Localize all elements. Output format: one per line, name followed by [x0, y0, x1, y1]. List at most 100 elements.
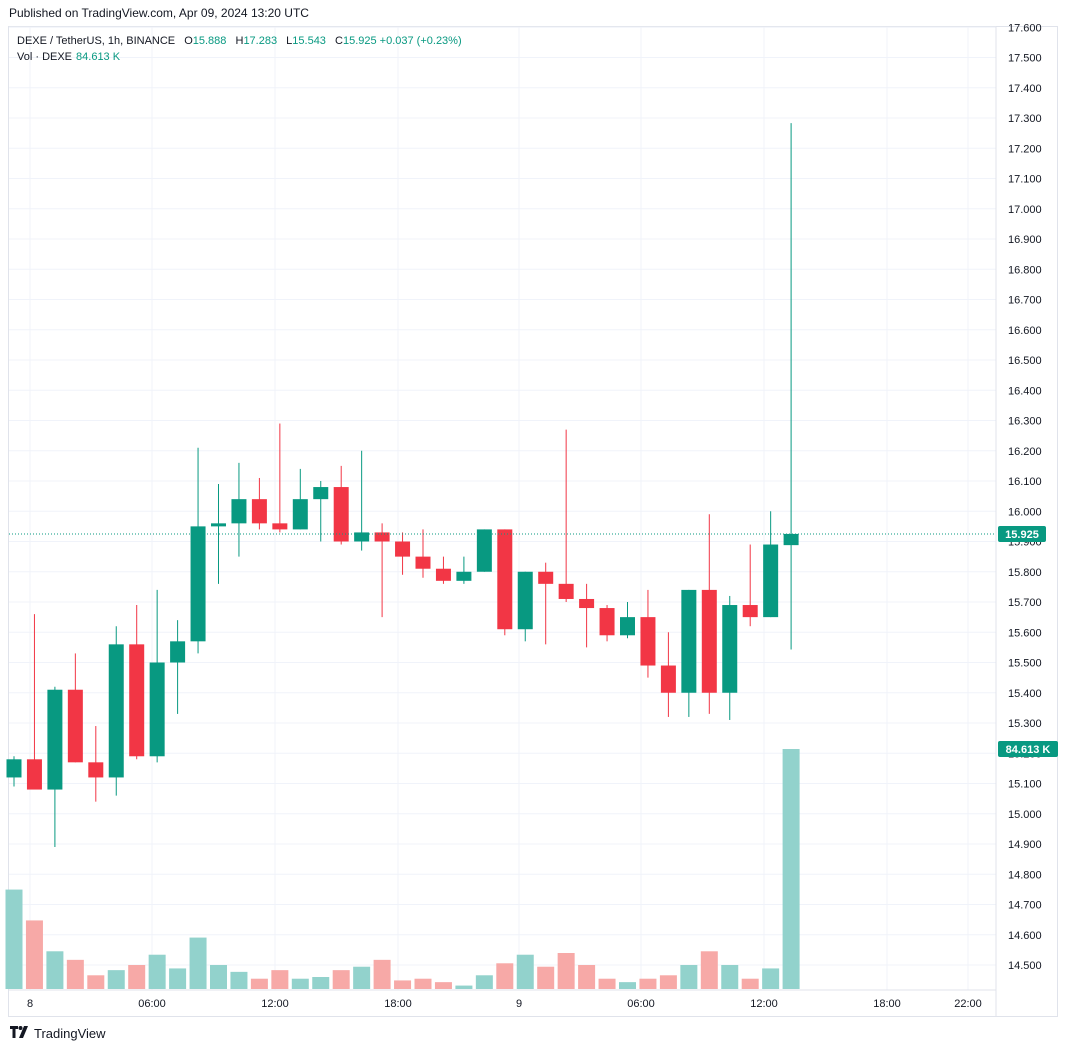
volume-bar — [496, 963, 514, 989]
candle-body — [476, 529, 492, 572]
published-banner: Published on TradingView.com, Apr 09, 20… — [9, 6, 309, 20]
price-overlays: 15.925 84.613 K — [9, 525, 1058, 757]
last-volume-badge — [998, 741, 1058, 757]
volume-bar — [455, 985, 473, 989]
price-tick-label: 16.700 — [1008, 295, 1042, 307]
volume-bar — [598, 978, 616, 989]
candle-body — [129, 644, 145, 757]
chart-frame — [8, 26, 1058, 1017]
volume-bar — [250, 978, 268, 989]
volume-bar — [189, 937, 207, 989]
price-tick-label: 16.000 — [1008, 506, 1042, 518]
volume-bar — [475, 975, 493, 989]
price-tick-label: 16.800 — [1008, 264, 1042, 276]
candle-body — [517, 571, 533, 630]
volume-bars — [5, 749, 800, 989]
time-tick-label: 18:00 — [384, 998, 412, 1010]
volume-bar — [25, 920, 43, 989]
volume-bar — [87, 975, 105, 989]
candle-body — [722, 605, 738, 693]
volume-bar — [169, 968, 187, 989]
price-tick-label: 16.300 — [1008, 416, 1042, 428]
candle-body — [435, 568, 451, 581]
tradingview-logo-icon — [10, 1025, 30, 1041]
volume-bar — [271, 970, 289, 989]
price-tick-label: 16.100 — [1008, 476, 1042, 488]
price-tick-label: 16.200 — [1008, 446, 1042, 458]
time-tick-label: 9 — [516, 998, 522, 1010]
price-tick-label: 15.800 — [1008, 567, 1042, 579]
candle-body — [640, 617, 656, 666]
candle-body — [395, 541, 411, 557]
volume-bar — [332, 970, 350, 989]
volume-bar — [537, 966, 555, 989]
price-tick-label: 14.700 — [1008, 900, 1042, 912]
price-tick-label: 17.000 — [1008, 204, 1042, 216]
volume-bar — [128, 965, 146, 989]
volume-bar — [434, 982, 452, 989]
footer-brand-text: TradingView — [34, 1025, 106, 1041]
last-price-label: 15.925 — [1005, 529, 1039, 541]
price-tick-label: 15.400 — [1008, 688, 1042, 700]
change-value: +0.037 (+0.23%) — [379, 35, 462, 47]
candle-body — [333, 487, 349, 542]
candle-body — [108, 644, 124, 778]
price-tick-label: 14.500 — [1008, 960, 1042, 972]
volume-bar — [721, 965, 739, 989]
price-axis: 14.500 14.600 14.700 14.800 14.900 15.000 15.1… — [995, 22, 1042, 1016]
price-tick-label: 15.100 — [1008, 779, 1042, 791]
volume-bar — [312, 977, 330, 989]
candle-body — [558, 583, 574, 599]
candle-body — [251, 499, 267, 524]
volume-bar — [291, 978, 309, 989]
price-tick-label: 17.500 — [1008, 53, 1042, 65]
candle-body — [190, 526, 206, 642]
volume-label[interactable]: Vol · DEXE — [17, 51, 73, 63]
high-value: 17.283 — [243, 35, 278, 47]
candle-body — [763, 544, 779, 618]
candle-body — [149, 662, 165, 757]
candle-body — [660, 665, 676, 693]
candle-body — [538, 571, 554, 584]
candle-body — [231, 499, 247, 524]
open-value: 15.888 — [192, 35, 227, 47]
time-tick-label: 06:00 — [627, 998, 655, 1010]
candle-body — [313, 487, 329, 500]
volume-bar — [782, 749, 800, 989]
symbol-label[interactable]: DEXE / TetherUS, 1h, BINANCE — [17, 35, 176, 47]
candle-body — [47, 689, 63, 790]
volume-bar — [373, 959, 391, 989]
price-tick-label: 14.600 — [1008, 930, 1042, 942]
volume-bar — [680, 965, 698, 989]
price-tick-label: 15.700 — [1008, 597, 1042, 609]
volume-bar — [639, 978, 657, 989]
price-tick-label: 15.000 — [1008, 809, 1042, 821]
footer-brand[interactable]: TradingView — [10, 1025, 106, 1041]
volume-bar — [659, 975, 677, 989]
candle-body — [211, 523, 226, 527]
volume-bar — [578, 965, 596, 989]
candle-body — [681, 589, 697, 693]
last-volume-label: 84.613 K — [1006, 744, 1051, 756]
close-label: C — [335, 35, 343, 47]
price-tick-label: 14.800 — [1008, 869, 1042, 881]
time-tick-label: 12:00 — [750, 998, 778, 1010]
time-tick-label: 12:00 — [261, 998, 289, 1010]
candle-body — [88, 762, 104, 778]
volume-bar — [353, 966, 371, 989]
volume-bar — [516, 954, 534, 989]
volume-value: 84.613 K — [76, 51, 121, 63]
price-tick-label: 15.500 — [1008, 658, 1042, 670]
volume-bar — [66, 959, 84, 989]
candle-body — [620, 617, 635, 636]
price-tick-label: 14.900 — [1008, 839, 1042, 851]
candle-body — [497, 529, 513, 630]
chart-legend: DEXE / TetherUS, 1h, BINANCE O15.888 H17… — [17, 33, 462, 65]
price-tick-label: 16.500 — [1008, 355, 1042, 367]
volume-bar — [5, 889, 23, 989]
low-value: 15.543 — [292, 35, 326, 47]
volume-bar — [107, 970, 125, 989]
price-tick-label: 16.900 — [1008, 234, 1042, 246]
volume-bar — [557, 953, 575, 989]
